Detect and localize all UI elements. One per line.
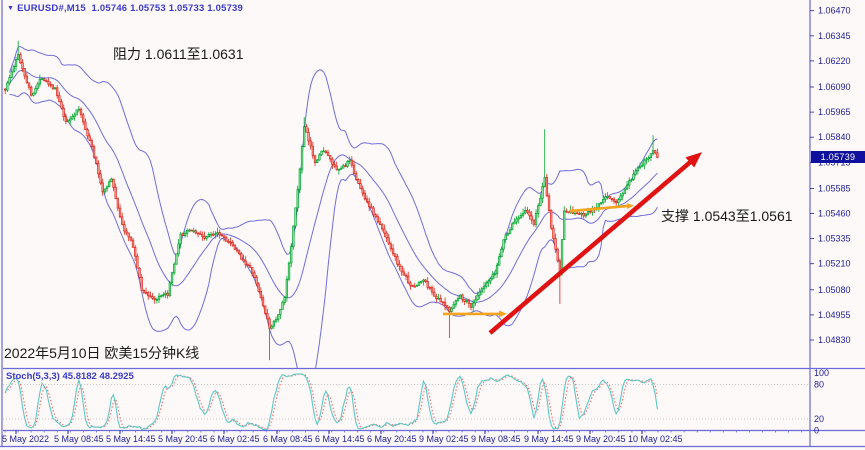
time-tick-label: 6 May 14:45	[315, 434, 365, 444]
resistance-annotation: 阻力 1.0611至1.0631	[113, 46, 244, 62]
support-arrow-drawing-2[interactable]	[569, 203, 634, 213]
time-tick-label: 6 May 20:45	[367, 434, 417, 444]
current-price-tag: 1.05739	[811, 151, 865, 163]
price-tick-label: 1.05080	[818, 285, 851, 295]
date-caption-annotation: 2022年5月10日 欧美15分钟K线	[4, 345, 200, 361]
indicator-scale-label: 80	[814, 380, 824, 390]
indicator-scale-label: 0	[814, 426, 819, 436]
price-tick-label: 1.06220	[818, 56, 851, 66]
time-tick-label: 5 May 14:45	[106, 434, 156, 444]
chart-title: ▼ EURUSD#,M15 1.05746 1.05753 1.05733 1.0…	[7, 3, 243, 14]
indicator-scale-label: 100	[814, 368, 829, 378]
time-tick-label: 5 May 20:45	[158, 434, 208, 444]
time-tick-label: 9 May 14:45	[524, 434, 574, 444]
indicator-level-lines	[3, 384, 810, 420]
trend-arrow-drawing[interactable]	[488, 152, 702, 335]
price-tick-label: 1.04955	[818, 310, 851, 320]
price-tick-label: 1.05460	[818, 209, 851, 219]
price-tick-label: 1.05965	[818, 107, 851, 117]
time-tick-label: 9 May 20:45	[576, 434, 626, 444]
indicator-values: 45.8182 48.2925	[62, 371, 134, 382]
price-axis[interactable]: 1.06470 1.06345 1.06220 1.06090 1.05965 1.058…	[810, 6, 851, 345]
price-tick-label: 1.06090	[818, 82, 851, 92]
time-tick-label: 9 May 08:45	[471, 434, 521, 444]
stochastic-lines	[4, 373, 658, 431]
symbol-timeframe-label: EURUSD#,M15	[17, 3, 86, 14]
support-annotation: 支撑 1.0543至1.0561	[661, 208, 793, 224]
price-tick-label: 1.06345	[818, 31, 851, 41]
time-tick-label: 6 May 08:45	[263, 434, 313, 444]
time-tick-label: 5 May 08:45	[54, 434, 104, 444]
support-arrow-drawing-1[interactable]	[443, 310, 507, 318]
stochastic-indicator-label: Stoch(5,3,3) 45.8182 48.2925	[6, 371, 134, 382]
indicator-scale-label: 20	[814, 414, 824, 424]
indicator-name: Stoch(5,3,3)	[6, 371, 60, 382]
price-tick-label: 1.05585	[818, 183, 851, 193]
price-tick-label: 1.06470	[818, 6, 851, 16]
price-tick-label: 1.05840	[818, 132, 851, 142]
time-tick-label: 6 May 02:45	[210, 434, 260, 444]
time-tick-label: 9 May 02:45	[419, 434, 469, 444]
indicator-scale[interactable]: 100 80 20 0	[814, 368, 829, 436]
candlesticks	[4, 40, 659, 361]
time-axis[interactable]: 5 May 2022 5 May 08:45 5 May 14:45 5 May 20…	[2, 430, 803, 445]
price-tick-label: 1.05210	[818, 259, 851, 269]
price-tick-label: 1.04830	[818, 335, 851, 345]
time-tick-label: 5 May 2022	[2, 434, 49, 444]
symbol-dropdown-icon[interactable]: ▼	[7, 5, 15, 12]
ohlc-values: 1.05746 1.05753 1.05733 1.05739	[91, 3, 244, 14]
time-tick-label: 10 May 02:45	[628, 434, 683, 444]
price-tick-label: 1.05335	[818, 234, 851, 244]
